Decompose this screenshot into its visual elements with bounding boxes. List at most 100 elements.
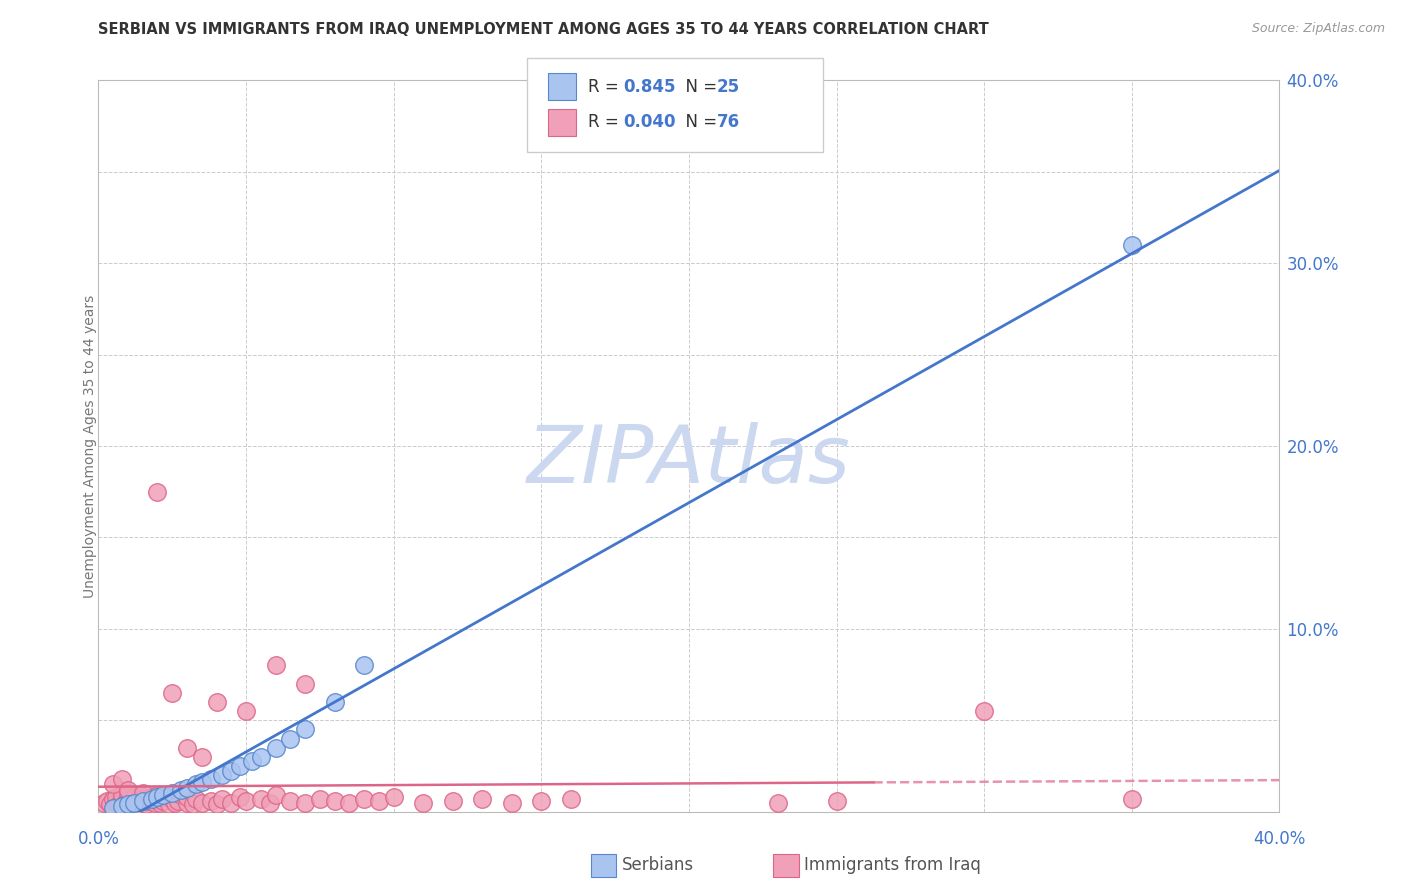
- Point: [339, 796, 360, 810]
- Point: [138, 794, 160, 808]
- Point: [184, 777, 207, 791]
- Point: [471, 792, 494, 806]
- Text: ZIPAtlas: ZIPAtlas: [527, 422, 851, 500]
- Point: [176, 796, 198, 810]
- Point: [162, 686, 183, 700]
- Point: [103, 801, 125, 815]
- Point: [176, 790, 198, 805]
- Point: [146, 792, 169, 806]
- Text: 0.0%: 0.0%: [77, 830, 120, 848]
- Point: [368, 794, 391, 808]
- Point: [108, 797, 131, 812]
- Point: [146, 789, 169, 803]
- Text: R =: R =: [588, 113, 624, 131]
- Point: [152, 794, 174, 808]
- Point: [105, 790, 128, 805]
- Point: [264, 658, 287, 673]
- Point: [259, 796, 281, 810]
- Point: [278, 794, 302, 808]
- Text: Immigrants from Iraq: Immigrants from Iraq: [804, 856, 981, 874]
- Point: [250, 792, 273, 806]
- Point: [117, 797, 139, 812]
- Point: [219, 764, 242, 779]
- Point: [264, 789, 287, 803]
- Point: [146, 790, 169, 805]
- Point: [200, 794, 222, 808]
- Text: 0.040: 0.040: [623, 113, 675, 131]
- Point: [122, 790, 145, 805]
- Text: 76: 76: [717, 113, 740, 131]
- Text: R =: R =: [588, 78, 624, 95]
- Point: [264, 740, 287, 755]
- Point: [530, 794, 553, 808]
- Point: [132, 796, 155, 810]
- Point: [412, 796, 434, 810]
- Point: [157, 797, 180, 812]
- Point: [353, 792, 375, 806]
- Point: [278, 731, 302, 746]
- Point: [323, 695, 346, 709]
- Point: [141, 790, 163, 805]
- Point: [382, 790, 405, 805]
- Point: [205, 797, 228, 812]
- Point: [146, 484, 169, 499]
- Point: [103, 792, 125, 806]
- Text: Serbians: Serbians: [621, 856, 693, 874]
- Point: [162, 792, 183, 806]
- Point: [93, 796, 115, 810]
- Point: [155, 790, 177, 805]
- Point: [205, 695, 228, 709]
- Point: [132, 787, 155, 801]
- Point: [184, 792, 207, 806]
- Point: [96, 794, 118, 808]
- Text: 40.0%: 40.0%: [1253, 830, 1306, 848]
- Point: [114, 796, 136, 810]
- Point: [117, 782, 139, 797]
- Point: [105, 796, 128, 810]
- Point: [240, 754, 263, 768]
- Point: [132, 792, 155, 806]
- Point: [135, 797, 157, 812]
- Text: 25: 25: [717, 78, 740, 95]
- Point: [191, 749, 214, 764]
- Point: [219, 796, 242, 810]
- Point: [176, 740, 198, 755]
- Point: [111, 772, 134, 786]
- Point: [973, 704, 995, 718]
- Point: [132, 794, 155, 808]
- Point: [122, 796, 145, 810]
- Point: [181, 797, 204, 812]
- Point: [191, 775, 214, 789]
- Point: [200, 772, 222, 786]
- Text: N =: N =: [675, 113, 723, 131]
- Point: [294, 723, 316, 737]
- Point: [211, 792, 233, 806]
- Point: [117, 792, 139, 806]
- Point: [441, 794, 464, 808]
- Point: [229, 759, 252, 773]
- Y-axis label: Unemployment Among Ages 35 to 44 years: Unemployment Among Ages 35 to 44 years: [83, 294, 97, 598]
- Point: [353, 658, 375, 673]
- Point: [825, 794, 848, 808]
- Point: [125, 794, 148, 808]
- Point: [1121, 792, 1143, 806]
- Point: [235, 794, 257, 808]
- Point: [191, 796, 214, 810]
- Point: [111, 799, 134, 814]
- Point: [309, 792, 332, 806]
- Point: [149, 796, 172, 810]
- Point: [211, 768, 233, 782]
- Point: [141, 792, 163, 806]
- Point: [170, 782, 193, 797]
- Point: [501, 796, 523, 810]
- Point: [560, 792, 582, 806]
- Text: 0.845: 0.845: [623, 78, 675, 95]
- Point: [111, 789, 134, 803]
- Point: [98, 797, 121, 812]
- Point: [294, 796, 316, 810]
- Point: [250, 749, 273, 764]
- Point: [170, 789, 193, 803]
- Text: SERBIAN VS IMMIGRANTS FROM IRAQ UNEMPLOYMENT AMONG AGES 35 TO 44 YEARS CORRELATI: SERBIAN VS IMMIGRANTS FROM IRAQ UNEMPLOY…: [98, 22, 990, 37]
- Text: N =: N =: [675, 78, 723, 95]
- Point: [167, 794, 190, 808]
